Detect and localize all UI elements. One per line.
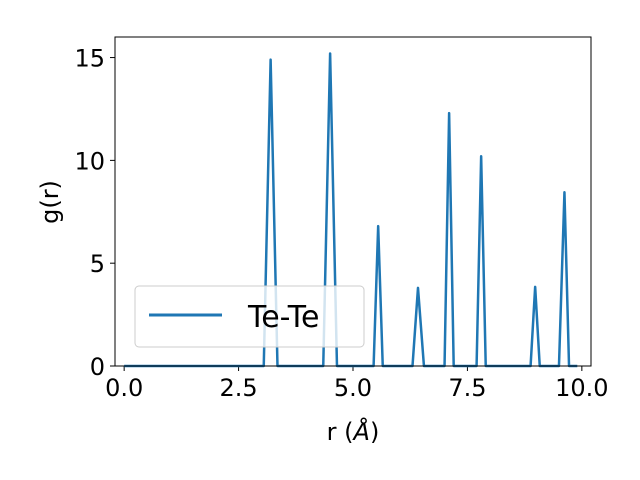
plot-frame	[114, 36, 592, 367]
x-axis-label: r (Å)	[327, 417, 380, 446]
x-tick-label: 10.0	[555, 374, 608, 402]
axis-ticks: 0.0 2.5 5.0 7.5 10.0 0 5 10 15	[74, 45, 608, 402]
legend: Te-Te	[134, 285, 365, 348]
y-tick-label: 0	[90, 353, 105, 381]
y-tick-label: 15	[74, 45, 105, 73]
y-axis-label: g(r)	[36, 180, 64, 224]
x-tick-label: 7.5	[448, 374, 486, 402]
y-tick-label: 10	[74, 147, 105, 175]
y-tick-label: 5	[90, 250, 105, 278]
x-tick-label: 0.0	[105, 374, 143, 402]
legend-box	[134, 285, 365, 348]
legend-label-te-te: Te-Te	[247, 300, 319, 335]
x-tick-label: 2.5	[219, 374, 257, 402]
x-tick-label: 5.0	[334, 374, 372, 402]
